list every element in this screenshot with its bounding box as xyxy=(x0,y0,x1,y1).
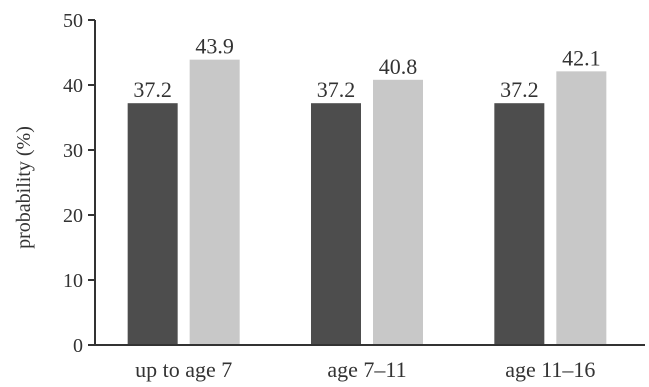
bar-dark-1 xyxy=(311,103,361,345)
y-tick-label: 50 xyxy=(63,10,83,32)
bar-value-label: 40.8 xyxy=(379,54,418,79)
y-tick-label: 0 xyxy=(73,335,83,357)
y-tick-label: 30 xyxy=(63,140,83,162)
bar-value-label: 42.1 xyxy=(562,45,601,70)
x-category-label: up to age 7 xyxy=(135,357,232,382)
y-axis-title: probability (%) xyxy=(13,126,35,249)
bars xyxy=(127,59,607,346)
bar-value-label: 43.9 xyxy=(195,34,234,59)
y-tick-label: 40 xyxy=(63,75,83,97)
bar-dark-0 xyxy=(127,103,178,345)
bar-dark-2 xyxy=(494,103,545,345)
bar-light-1 xyxy=(373,79,423,346)
y-tick-label: 10 xyxy=(63,270,83,292)
bar-value-label: 37.2 xyxy=(317,77,356,102)
bar-light-0 xyxy=(189,59,240,346)
x-axis-labels: up to age 7 age 7–11 age 11–16 xyxy=(135,357,595,382)
x-category-label: age 7–11 xyxy=(327,357,406,382)
bar-light-2 xyxy=(556,71,607,345)
x-category-label: age 11–16 xyxy=(505,357,595,382)
y-axis-ticks: 0 10 20 30 40 50 xyxy=(63,10,95,357)
data-labels: 37.2 43.9 37.2 40.8 37.2 42.1 xyxy=(133,34,600,103)
bar-value-label: 37.2 xyxy=(133,77,172,102)
bar-value-label: 37.2 xyxy=(500,77,539,102)
y-tick-label: 20 xyxy=(63,205,83,227)
